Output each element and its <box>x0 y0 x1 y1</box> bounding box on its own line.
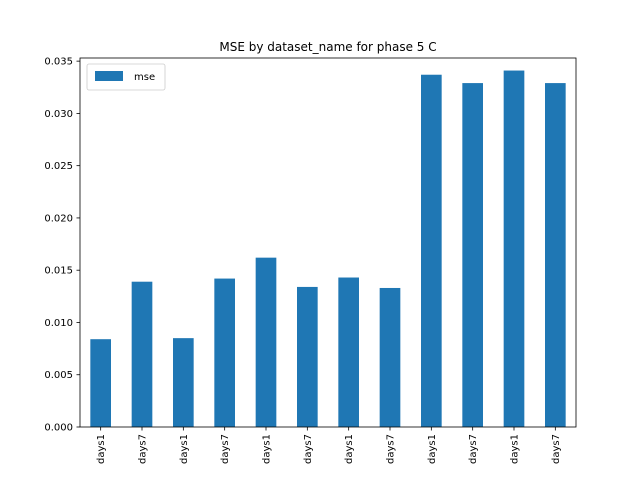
bar <box>214 278 235 427</box>
y-tick-label: 0.010 <box>44 318 73 329</box>
x-tick-label: days1 <box>427 434 438 464</box>
bar <box>297 286 318 427</box>
bar <box>173 338 194 427</box>
legend-box <box>86 63 166 91</box>
bar <box>131 281 153 427</box>
bars-group <box>90 70 566 427</box>
x-tick-label: days7 <box>386 434 397 464</box>
y-tick-label: 0.005 <box>44 370 73 381</box>
plot-frame <box>79 57 577 428</box>
x-tick-label: days1 <box>96 434 107 464</box>
legend-swatch-mse <box>95 71 123 81</box>
x-tick-label: days7 <box>138 434 149 464</box>
x-tick-label: days1 <box>510 434 521 464</box>
bar <box>503 70 525 427</box>
y-tick-label: 0.000 <box>44 423 73 434</box>
y-tick-label: 0.020 <box>44 213 73 224</box>
bar <box>421 74 442 427</box>
chart-title: MSE by dataset_name for phase 5 C <box>219 40 436 54</box>
x-tick-label: days7 <box>303 434 314 464</box>
x-tick-label: days7 <box>468 434 479 464</box>
bar <box>379 287 401 427</box>
legend: mse <box>86 63 166 91</box>
x-tick-label: days7 <box>220 434 231 464</box>
y-tick-label: 0.025 <box>44 161 73 172</box>
y-axis: 0.000 0.005 0.010 0.015 0.020 0.025 0.030 0.035 <box>44 57 80 434</box>
bar <box>462 83 483 427</box>
x-tick-label: days1 <box>344 434 355 464</box>
bar <box>90 339 111 427</box>
x-tick-label: days7 <box>551 434 562 464</box>
bar <box>255 257 277 427</box>
y-tick-label: 0.015 <box>44 266 73 277</box>
x-axis: days1 days7 days1 days7 days1 days7 days1 days7… <box>96 427 562 464</box>
legend-label-mse: mse <box>134 72 155 83</box>
bar <box>338 277 359 427</box>
x-tick-label: days1 <box>179 434 190 464</box>
bar <box>545 83 566 427</box>
x-tick-label: days1 <box>262 434 273 464</box>
y-tick-label: 0.030 <box>44 109 73 120</box>
y-tick-label: 0.035 <box>44 57 73 68</box>
